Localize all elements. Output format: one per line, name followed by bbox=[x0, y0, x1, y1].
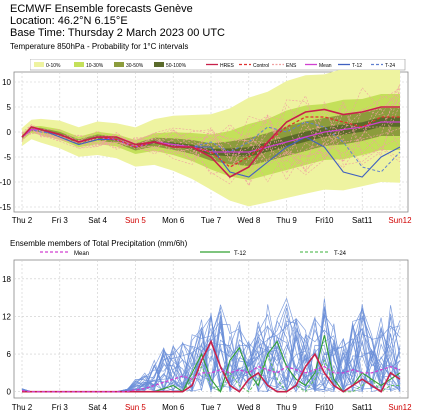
ens-member-line bbox=[21, 88, 401, 153]
series-legend-label: T-12 bbox=[352, 63, 362, 69]
prob-legend-swatch bbox=[74, 62, 84, 67]
probability-band-30-50 bbox=[22, 108, 400, 166]
precip-legend-label: Mean bbox=[74, 251, 89, 257]
control-line bbox=[21, 116, 400, 168]
precip-x-tick-label: Sat 4 bbox=[88, 403, 107, 412]
temperature-y-tick-label: -15 bbox=[0, 203, 12, 212]
precip-y-tick-label: 6 bbox=[7, 350, 12, 359]
precip-y-tick-label: 18 bbox=[2, 275, 11, 284]
precip-mean-line bbox=[21, 365, 401, 393]
series-legend-label: Mean bbox=[319, 63, 332, 69]
precip-legend-label: T-12 bbox=[234, 251, 247, 257]
probability-band-10-30 bbox=[22, 94, 400, 180]
series-legend-label: ENS bbox=[286, 63, 297, 69]
precip-chart: 0 6 12 18 Thu 2 Fri 3 Sat 4 Sun 5 Mon 6 Tue 7 Wed … bbox=[2, 259, 412, 412]
temperature-chart: -15 -10 -5 0 5 10 Thu 2 Fri 3 Sat 4 Sun 5 Mon 6 Tue… bbox=[0, 70, 412, 225]
precip-x-tick-label: Thu 2 bbox=[12, 403, 33, 412]
temperature-x-tick-label: Fri 3 bbox=[52, 216, 69, 225]
prob-legend-label: 30-50% bbox=[126, 63, 144, 69]
precip-x-tick-label: Tue 7 bbox=[201, 403, 222, 412]
temperature-x-tick-label: Tue 7 bbox=[201, 216, 222, 225]
hres-line bbox=[21, 106, 400, 178]
ens-member-line bbox=[21, 95, 401, 163]
prob-legend-label: 50-100% bbox=[166, 63, 187, 69]
precip-x-tick-label: Sun 5 bbox=[125, 403, 146, 412]
ens-member-line bbox=[21, 102, 401, 181]
temperature-y-tick-label: -5 bbox=[4, 153, 12, 162]
precip-x-tick-label: Wed 8 bbox=[237, 403, 261, 412]
temperature-x-tick-label: Sun 5 bbox=[125, 216, 146, 225]
ens-member-line bbox=[21, 87, 401, 174]
precip-legend: Mean T-12 T-24 bbox=[40, 251, 347, 257]
header-location: Location: 46.2°N 6.15°E bbox=[10, 15, 128, 27]
precip-x-tick-label: Sun12 bbox=[388, 403, 412, 412]
temperature-x-tick-label: Sat 4 bbox=[88, 216, 107, 225]
series-legend-label: Control bbox=[253, 63, 269, 69]
prob-legend-swatch bbox=[34, 62, 44, 67]
temperature-x-tick-label: Wed 8 bbox=[237, 216, 261, 225]
precip-hres-line bbox=[22, 339, 401, 393]
series-legend-label: T-24 bbox=[385, 63, 395, 69]
prob-legend-swatch bbox=[154, 62, 164, 67]
temperature-y-tick-label: 10 bbox=[2, 78, 11, 87]
temperature-x-tick-label: Thu 9 bbox=[276, 216, 297, 225]
temperature-x-tick-label: Sat11 bbox=[352, 216, 373, 225]
precip-chart-title: Ensemble members of Total Precipitation … bbox=[10, 239, 188, 248]
temperature-y-tick-label: -10 bbox=[0, 178, 12, 187]
precip-x-tick-label: Mon 6 bbox=[162, 403, 185, 412]
temperature-y-tick-label: 0 bbox=[7, 128, 12, 137]
header-base-time: Base Time: Thursday 2 March 2023 00 UTC bbox=[10, 27, 226, 39]
precip-y-tick-label: 0 bbox=[7, 388, 12, 397]
series-legend-label: HRES bbox=[220, 63, 235, 69]
precip-legend-label: T-24 bbox=[334, 251, 347, 257]
prob-legend-label: 10-30% bbox=[86, 63, 104, 69]
precip-x-tick-label: Sat11 bbox=[352, 403, 373, 412]
precip-x-tick-label: Thu 9 bbox=[276, 403, 297, 412]
temperature-x-tick-label: Thu 2 bbox=[12, 216, 33, 225]
temperature-x-tick-label: Mon 6 bbox=[162, 216, 185, 225]
precip-x-tick-label: Fri 3 bbox=[52, 403, 69, 412]
temperature-x-tick-label: Sun12 bbox=[388, 216, 412, 225]
prob-legend-swatch bbox=[114, 62, 124, 67]
header-title: ECMWF Ensemble forecasts Genève bbox=[10, 3, 193, 15]
temperature-x-tick-label: Fri10 bbox=[315, 216, 334, 225]
t-12-line bbox=[21, 128, 401, 178]
temperature-legend: 0-10% 10-30% 30-50% 50-100% HRES Control ENS Me… bbox=[30, 59, 406, 71]
temperature-y-tick-label: 5 bbox=[7, 103, 12, 112]
ens-member-line bbox=[21, 87, 401, 174]
precip-y-tick-label: 12 bbox=[2, 312, 11, 321]
temperature-chart-title: Temperature 850hPa - Probability for 1°C… bbox=[10, 42, 189, 51]
prob-legend-label: 0-10% bbox=[46, 63, 61, 69]
precip-x-tick-label: Fri10 bbox=[315, 403, 334, 412]
